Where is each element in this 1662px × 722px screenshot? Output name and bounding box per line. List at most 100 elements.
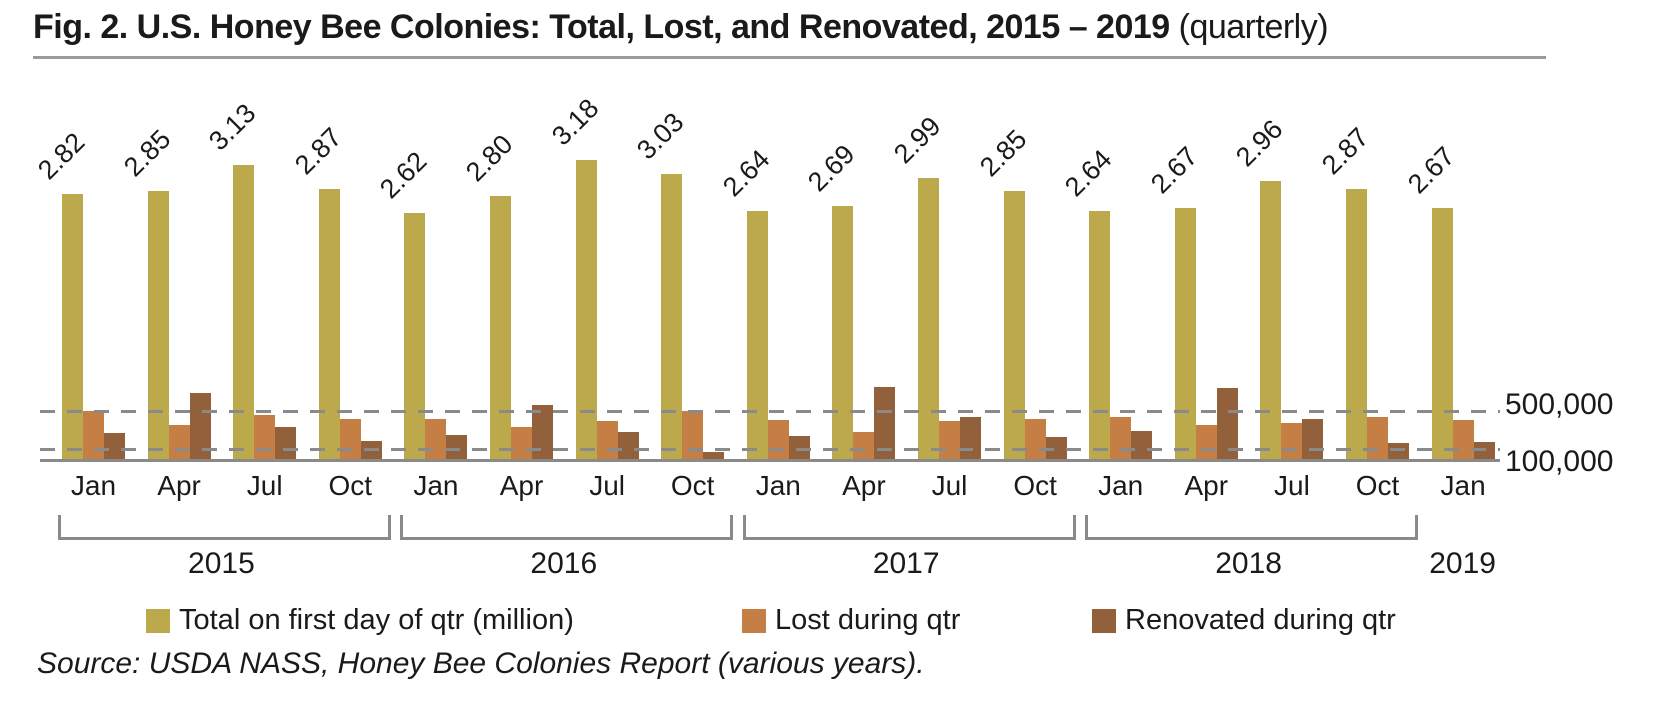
total-value-label-jan-2015: 2.82 [32, 126, 91, 185]
total-value-label-oct-2015: 2.87 [288, 121, 348, 181]
quarter-label-jan-2016: Jan [413, 470, 459, 501]
renovated-bar-apr-2018 [1216, 388, 1238, 459]
total-value-label-jul-2016: 3.18 [545, 92, 605, 152]
year-bracket-2018 [1085, 515, 1418, 540]
renovated-bar-jan-2017 [788, 435, 810, 459]
total-bar-apr-2016 [490, 195, 511, 459]
total-value-label-jan-2017: 2.64 [716, 143, 776, 202]
total-bar-jul-2016 [575, 159, 597, 459]
year-label-2019: 2019 [1429, 547, 1496, 580]
quarter-label-jan-2015: Jan [70, 470, 117, 501]
gridline-label-100k: 100,000 [1505, 445, 1614, 478]
lost-bar-apr-2018 [1195, 425, 1217, 459]
total-value-label-jul-2017: 2.99 [888, 110, 947, 169]
quarter-label-jul-2016: Jul [589, 470, 625, 501]
lost-bar-apr-2016 [511, 427, 532, 459]
total-bar-jan-2019 [1431, 207, 1453, 459]
total-bar-jul-2015 [233, 164, 255, 459]
total-bar-apr-2015 [147, 190, 169, 459]
total-bar-jul-2018 [1260, 180, 1282, 459]
quarter-label-jul-2015: Jul [246, 470, 283, 501]
renovated-bar-oct-2016 [703, 452, 725, 459]
renovated-bar-jul-2015 [275, 427, 297, 459]
year-bracket-2017 [742, 515, 1076, 540]
quarter-label-oct-2015: Oct [328, 470, 373, 501]
total-value-label-jan-2016: 2.62 [374, 145, 433, 204]
lost-bar-jul-2017 [939, 421, 960, 459]
total-value-label-apr-2016: 2.80 [460, 128, 519, 187]
lost-bar-jul-2015 [254, 414, 276, 459]
lost-swatch-icon [742, 608, 766, 633]
title-divider [33, 56, 1546, 59]
lost-bar-jan-2017 [767, 420, 789, 459]
lost-bar-oct-2016 [682, 411, 704, 459]
renovated-bar-apr-2016 [532, 405, 553, 459]
lost-bar-oct-2015 [339, 418, 361, 459]
lost-bar-jan-2018 [1110, 416, 1132, 459]
renovated-bar-apr-2017 [874, 386, 896, 459]
lost-bar-jul-2018 [1281, 423, 1303, 459]
total-value-label-apr-2015: 2.85 [117, 123, 177, 183]
renovated-bar-apr-2015 [189, 393, 211, 459]
quarter-label-oct-2017: Oct [1013, 470, 1057, 501]
year-bracket-2016 [400, 515, 734, 540]
quarter-label-jan-2019: Jan [1440, 470, 1486, 501]
bar-chart: 2.82 2.85 3.13 2.87 2.62 2.80 3.18 3.03 2.64 2.69… [0, 63, 1662, 722]
renovated-bar-jul-2016 [617, 431, 639, 459]
figure-title: Fig. 2. U.S. Honey Bee Colonies: Total, … [33, 8, 1546, 47]
lost-bar-jan-2016 [425, 418, 447, 459]
total-bar-oct-2016 [661, 174, 683, 459]
total-value-label-apr-2017: 2.69 [802, 138, 861, 198]
total-value-label-jan-2019: 2.67 [1401, 140, 1461, 200]
year-label-2018: 2018 [1215, 547, 1282, 580]
legend-item-renovated: Renovated during qtr [1092, 604, 1396, 637]
quarter-label-apr-2016: Apr [499, 470, 544, 501]
lost-bar-apr-2015 [168, 425, 190, 459]
total-value-label-oct-2017: 2.85 [973, 123, 1033, 183]
year-bracket-2015 [58, 515, 391, 540]
lost-bar-jan-2019 [1452, 420, 1474, 459]
figure-header: Fig. 2. U.S. Honey Bee Colonies: Total, … [33, 8, 1546, 59]
lost-bar-oct-2017 [1024, 418, 1046, 459]
quarter-label-jul-2017: Jul [931, 470, 968, 501]
quarter-label-jul-2018: Jul [1273, 470, 1310, 501]
total-bar-jan-2017 [746, 210, 768, 459]
year-label-2016: 2016 [530, 547, 598, 580]
total-bar-oct-2018 [1346, 189, 1367, 459]
total-bar-oct-2015 [318, 189, 340, 459]
total-value-label-jul-2015: 3.13 [203, 97, 262, 156]
total-swatch-icon [146, 608, 170, 633]
legend-label-lost: Lost during qtr [775, 604, 961, 636]
year-label-2017: 2017 [872, 547, 940, 580]
legend-item-lost: Lost during qtr [742, 604, 960, 637]
gridline-100000 [40, 448, 1500, 452]
total-value-label-oct-2018: 2.87 [1316, 121, 1375, 181]
total-bar-oct-2017 [1003, 190, 1025, 459]
lost-bar-jan-2015 [83, 411, 104, 459]
quarter-label-apr-2017: Apr [842, 470, 886, 501]
legend-item-total: Total on first day of qtr (million) [146, 604, 574, 637]
total-bar-jan-2016 [404, 212, 426, 459]
quarter-label-apr-2015: Apr [157, 470, 201, 501]
renovated-bar-jan-2018 [1131, 430, 1153, 459]
quarter-label-apr-2018: Apr [1184, 470, 1229, 501]
total-value-label-jul-2018: 2.96 [1230, 113, 1289, 172]
total-value-label-jan-2018: 2.64 [1059, 143, 1118, 202]
renovated-bar-jul-2017 [960, 416, 981, 459]
total-bar-jan-2018 [1089, 210, 1111, 459]
total-bar-jan-2015 [62, 193, 83, 459]
year-label-2015: 2015 [188, 547, 255, 580]
renovated-bar-jan-2015 [104, 432, 125, 459]
legend: Total on first day of qtr (million) Lost… [0, 604, 1662, 637]
figure-title-main: Fig. 2. U.S. Honey Bee Colonies: Total, … [33, 8, 1170, 46]
gridline-label-500k: 500,000 [1505, 388, 1614, 421]
quarter-label-jan-2017: Jan [755, 470, 801, 501]
quarter-label-oct-2018: Oct [1355, 470, 1400, 501]
figure-title-suffix: (quarterly) [1169, 8, 1329, 46]
lost-bar-oct-2018 [1367, 416, 1388, 459]
total-value-label-apr-2018: 2.67 [1144, 140, 1204, 200]
gridline-500000 [40, 410, 1500, 414]
renovated-bar-jan-2016 [446, 434, 468, 459]
source-note: Source: USDA NASS, Honey Bee Colonies Re… [37, 647, 925, 680]
lost-bar-apr-2017 [853, 431, 875, 459]
